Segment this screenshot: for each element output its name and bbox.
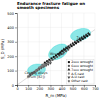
tick-label: 100 (25, 87, 32, 91)
tick: 100 (25, 85, 32, 91)
tick: 200 (7, 55, 17, 59)
tick-label: 400 (7, 26, 14, 30)
title: Endurance fracture fatigue onsmooth spec… (17, 1, 85, 11)
tick-label: 500 (70, 87, 77, 91)
reference-line (17, 30, 95, 85)
x-axis-title: R_m (MPa) (45, 93, 67, 98)
y-axis: 0 100 200 300 400 500 (7, 12, 17, 88)
point (52, 59, 54, 61)
tick-mark (15, 27, 17, 28)
legend: 2xxx wrought6xxx wrought7xxx wroughtA-S … (67, 59, 94, 84)
tick-label: 100 (7, 69, 14, 73)
region (71, 29, 91, 41)
tick-label: 0 (16, 87, 18, 91)
legend-symbol (68, 72, 70, 76)
tick: 100 (7, 69, 17, 73)
grid-line-x (50, 13, 51, 85)
tick: 700 (92, 85, 99, 91)
tick-label: 300 (48, 87, 55, 91)
point (69, 43, 72, 46)
tick-mark (15, 71, 17, 72)
point (39, 67, 41, 69)
point (44, 64, 46, 66)
annotation: Wrought (50, 52, 65, 56)
tick-label: 200 (7, 55, 14, 59)
series (38, 49, 69, 69)
point (49, 60, 51, 62)
point (67, 45, 70, 48)
annotation: Casting alloys(from [82]) (24, 71, 47, 79)
legend-symbol (68, 80, 70, 82)
tick: 0 (16, 85, 18, 91)
tick-label: 0 (12, 84, 14, 88)
tick: 400 (7, 26, 17, 30)
point (67, 49, 69, 51)
tick-label: 400 (59, 87, 66, 91)
tick-label: 200 (36, 87, 43, 91)
point (87, 32, 90, 35)
tick: 600 (81, 85, 88, 91)
point (47, 63, 50, 66)
series (58, 32, 90, 55)
point (54, 57, 56, 59)
legend-symbol (67, 68, 70, 71)
legend-symbol (68, 65, 70, 67)
tick: 300 (48, 85, 55, 91)
tick: 500 (70, 85, 77, 91)
point (73, 40, 76, 43)
legend-frame (67, 59, 94, 84)
tick-mark (15, 56, 17, 57)
tick-mark (15, 13, 17, 14)
legend-item: Other cast (68, 79, 89, 83)
tick: 500 (7, 12, 17, 16)
point (37, 68, 39, 70)
tick-label: 500 (7, 12, 14, 16)
legend-label: Other cast (71, 79, 88, 83)
grid-line-y (17, 13, 95, 14)
point (71, 42, 74, 45)
tick-mark (15, 42, 17, 43)
tick: 200 (36, 85, 43, 91)
tick-mark (15, 85, 17, 86)
legend-symbol (67, 76, 70, 79)
tick-label: 600 (81, 87, 88, 91)
tick: 300 (7, 40, 17, 44)
point (62, 48, 65, 51)
grid-line-y (17, 41, 95, 42)
grid-line-y (17, 27, 95, 28)
tick-label: 300 (7, 40, 14, 44)
plot-area (17, 29, 95, 86)
point (65, 46, 68, 49)
tick: 0 (12, 84, 17, 88)
x-axis: 0 100 200 300 400 500 600 700 (16, 85, 98, 91)
point (85, 33, 88, 36)
annotation: 7xxx (77, 36, 85, 40)
y-axis-title: S_D (MPa) (0, 38, 5, 59)
point (49, 62, 52, 65)
chart: 01002003004005006007000100200300400500R_… (0, 0, 100, 98)
grid (17, 13, 95, 85)
axis-line (15, 14, 18, 86)
point (65, 50, 67, 52)
point (41, 65, 43, 67)
point (44, 65, 47, 68)
grid-line-x (95, 13, 96, 85)
legend-symbol (68, 61, 70, 63)
tick: 400 (59, 85, 66, 91)
region (49, 44, 68, 60)
tick-label: 700 (92, 87, 99, 91)
